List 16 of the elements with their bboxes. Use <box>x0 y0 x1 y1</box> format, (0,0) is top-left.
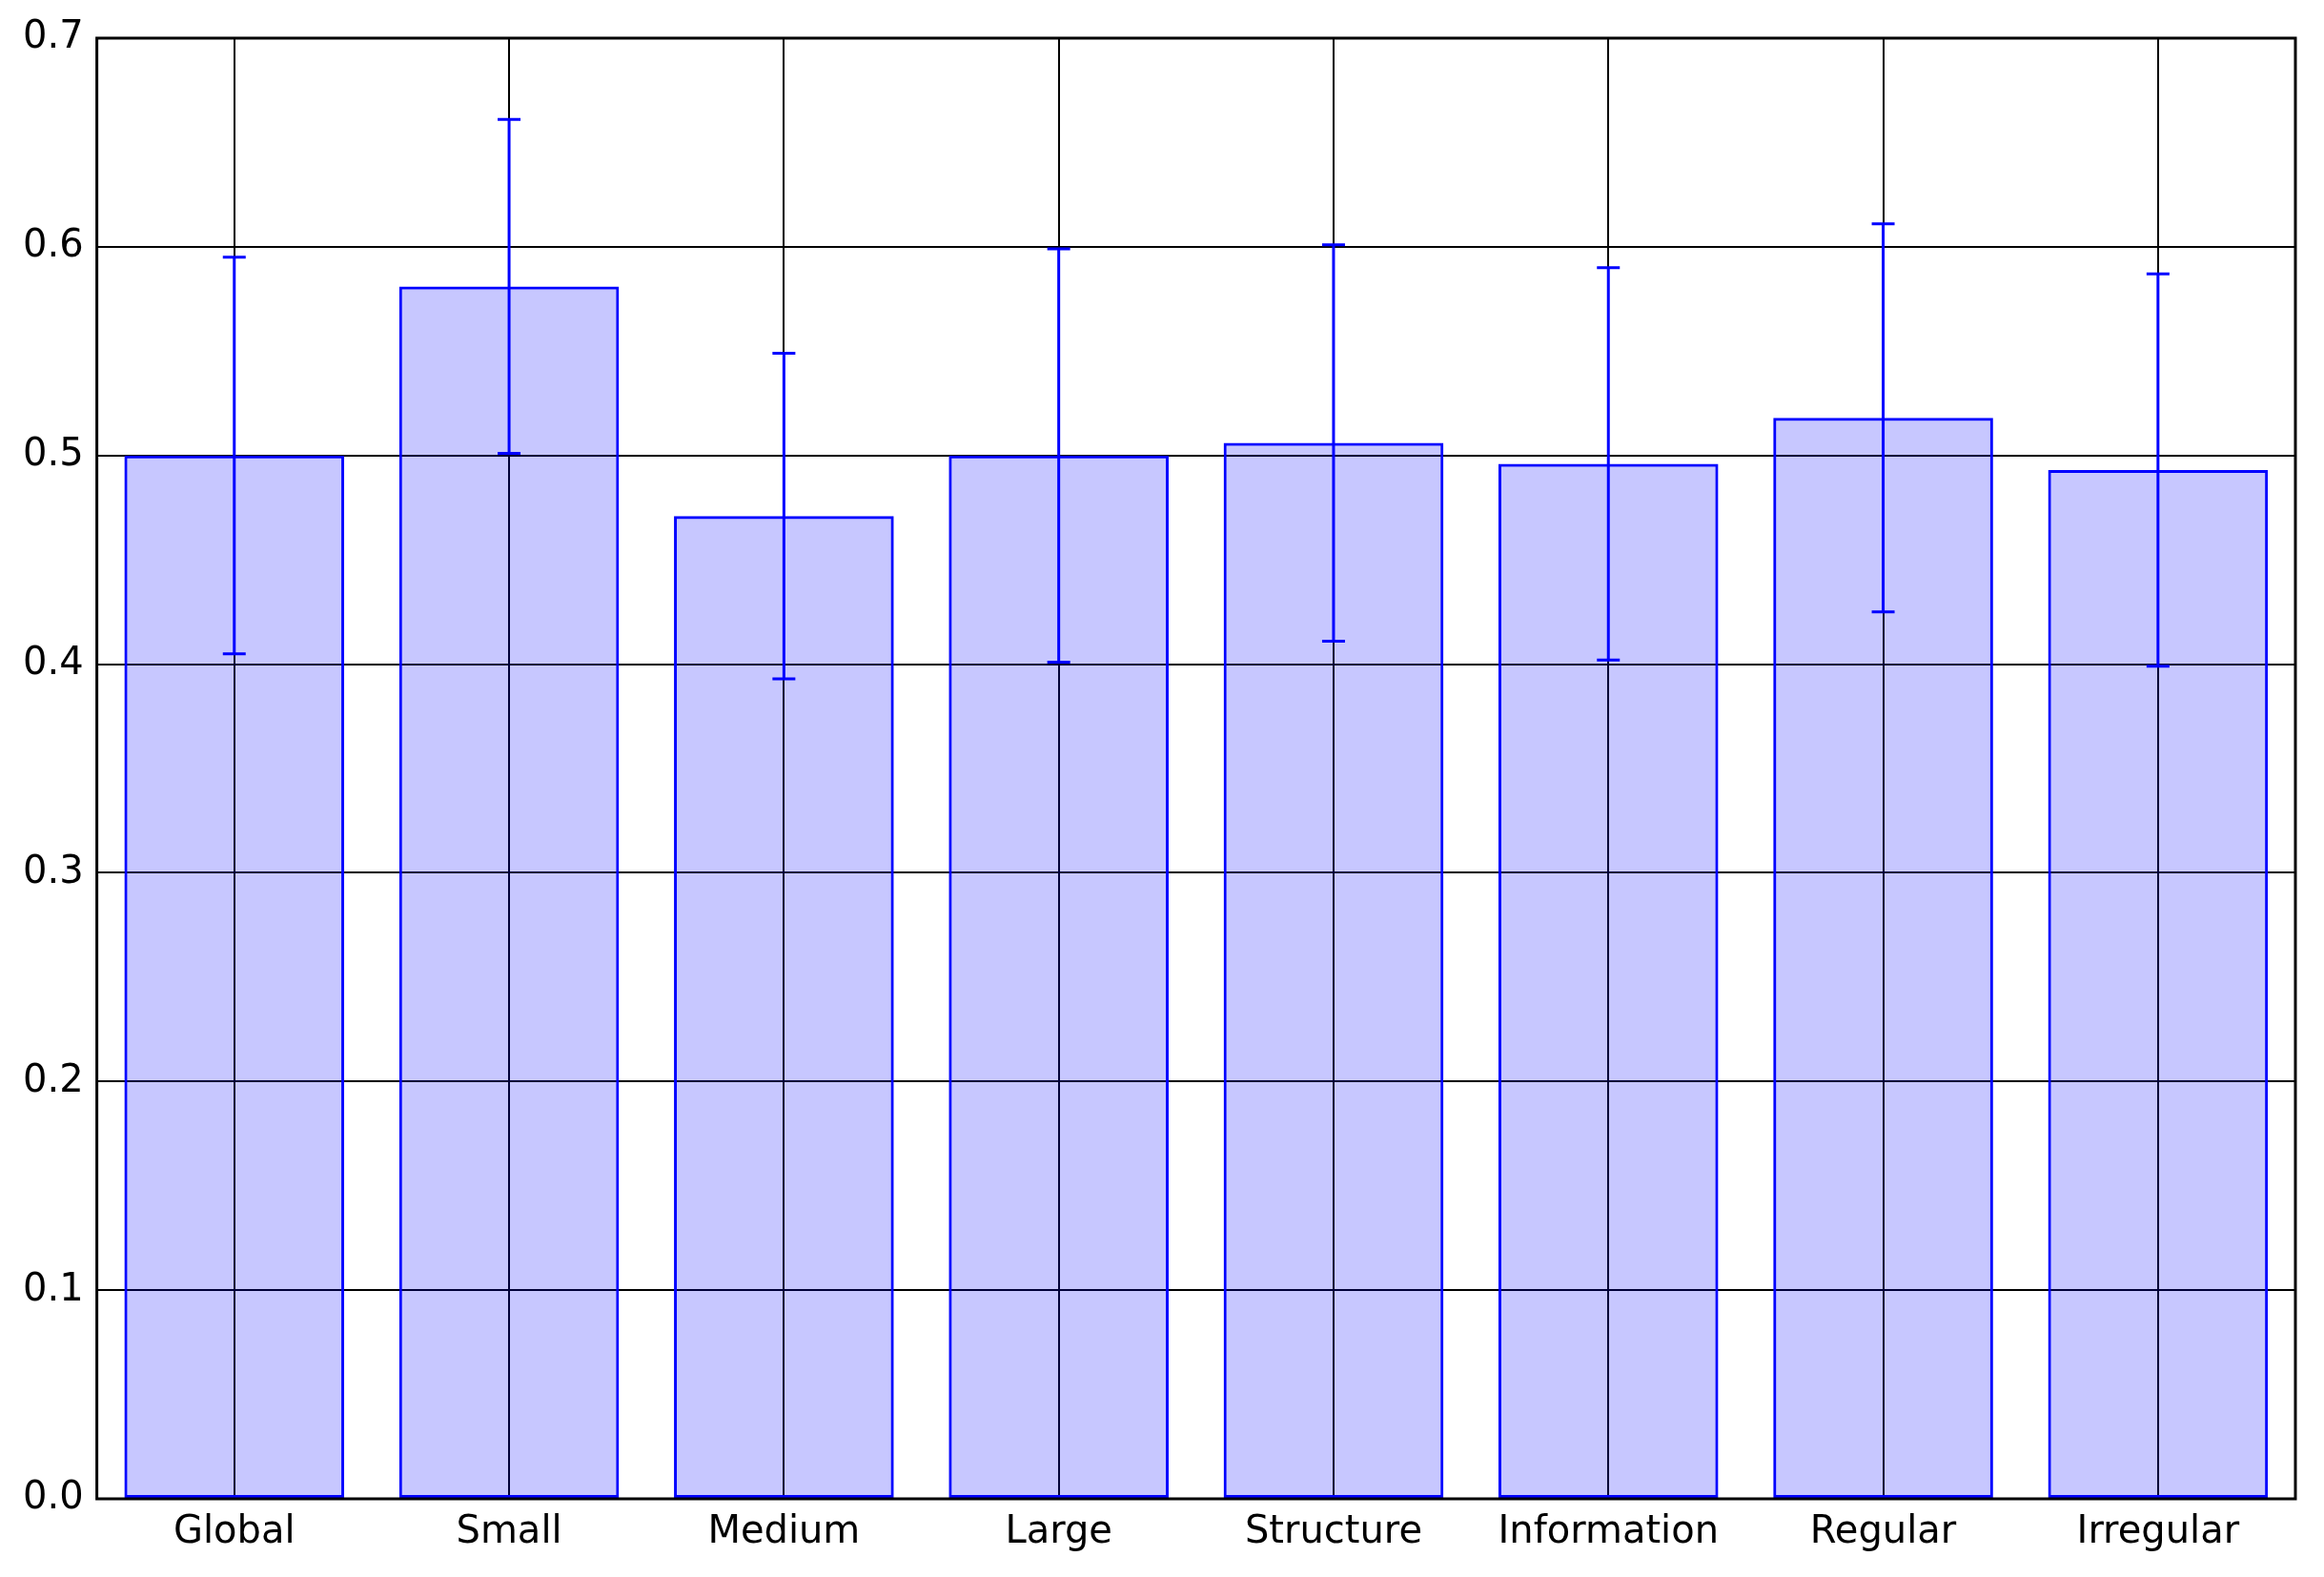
x-tick-label: Regular <box>1809 1507 1957 1552</box>
x-tick-label: Global <box>173 1507 296 1552</box>
y-tick-label: 0.6 <box>22 221 84 266</box>
y-tick-label: 0.1 <box>22 1264 84 1309</box>
x-tick-label: Structure <box>1244 1507 1422 1552</box>
y-tick-label: 0.4 <box>22 638 84 683</box>
y-tick-label: 0.3 <box>22 847 84 891</box>
x-tick-label: Large <box>1005 1507 1112 1552</box>
x-tick-label: Irregular <box>2076 1507 2240 1552</box>
x-tick-label: Information <box>1498 1507 1720 1552</box>
x-tick-label: Medium <box>707 1507 861 1552</box>
y-tick-label: 0.7 <box>22 12 84 57</box>
y-tick-label: 0.5 <box>22 430 84 475</box>
y-tick-label: 0.2 <box>22 1055 84 1100</box>
y-tick-label: 0.0 <box>22 1473 84 1518</box>
x-tick-label: Small <box>456 1507 562 1552</box>
